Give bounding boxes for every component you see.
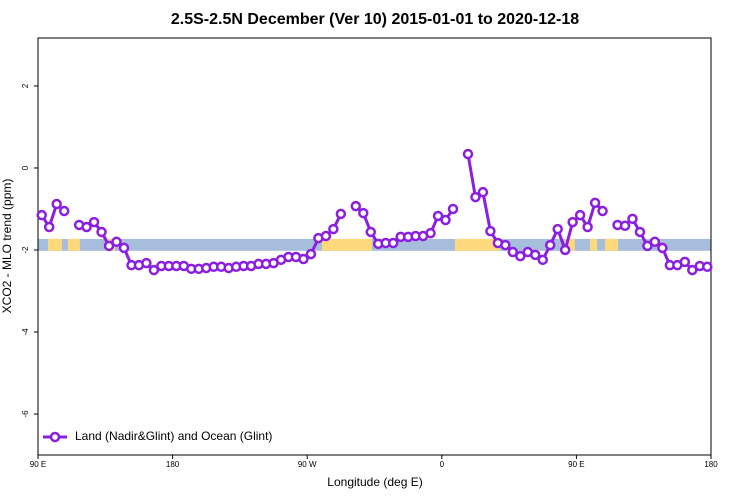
y-tick-label: -4 bbox=[21, 328, 30, 336]
data-point bbox=[582, 221, 593, 233]
land-segment bbox=[322, 238, 372, 251]
y-tick-label: 0 bbox=[21, 165, 30, 170]
data-point bbox=[36, 209, 47, 221]
data-point bbox=[500, 239, 511, 251]
chart-title: 2.5S-2.5N December (Ver 10) 2015-01-01 t… bbox=[171, 11, 579, 28]
data-point bbox=[81, 221, 92, 233]
legend-marker bbox=[49, 431, 61, 443]
land-segment bbox=[48, 238, 62, 251]
data-point bbox=[111, 236, 122, 248]
data-point bbox=[470, 191, 481, 203]
x-tick-label: 90 W bbox=[298, 460, 317, 469]
data-point bbox=[537, 254, 548, 266]
x-axis-label: Longitude (deg E) bbox=[327, 475, 422, 489]
data-point bbox=[88, 216, 100, 228]
land-segment bbox=[454, 238, 500, 251]
x-tick-label: 180 bbox=[704, 460, 718, 469]
land-segment bbox=[590, 238, 598, 251]
data-point bbox=[118, 242, 130, 254]
data-point bbox=[544, 239, 556, 251]
data-point bbox=[447, 203, 459, 215]
data-point bbox=[559, 244, 571, 256]
land-segment bbox=[67, 238, 80, 251]
y-axis-label: XCO2 - MLO trend (ppm) bbox=[0, 179, 14, 314]
data-point bbox=[148, 264, 160, 276]
data-point bbox=[335, 208, 347, 220]
data-point bbox=[43, 221, 55, 233]
x-tick-label: 180 bbox=[166, 460, 180, 469]
data-point bbox=[642, 240, 653, 252]
data-point bbox=[507, 246, 519, 258]
x-tick-label: 90 E bbox=[568, 460, 584, 469]
land-segment bbox=[565, 238, 575, 251]
data-point bbox=[320, 230, 332, 242]
x-tick-label: 0 bbox=[440, 460, 445, 469]
data-point bbox=[328, 223, 339, 235]
data-point bbox=[627, 213, 638, 225]
data-point bbox=[365, 226, 377, 238]
data-point bbox=[58, 205, 70, 217]
data-point bbox=[679, 256, 691, 268]
data-point bbox=[350, 200, 362, 212]
data-point bbox=[589, 197, 601, 209]
data-point bbox=[305, 248, 317, 260]
data-point bbox=[597, 205, 608, 217]
data-point bbox=[298, 253, 309, 265]
plot-frame bbox=[37, 37, 712, 456]
y-tick-label: -2 bbox=[21, 246, 30, 254]
data-point bbox=[387, 237, 399, 249]
data-point bbox=[358, 207, 369, 219]
data-point bbox=[649, 236, 661, 248]
data-point bbox=[485, 225, 496, 237]
y-tick-label: 2 bbox=[21, 83, 30, 88]
data-point bbox=[440, 214, 451, 226]
data-point bbox=[619, 220, 631, 232]
data-point bbox=[552, 223, 563, 235]
data-point bbox=[103, 240, 115, 252]
data-point bbox=[477, 186, 489, 198]
data-point bbox=[51, 198, 62, 210]
data-point bbox=[432, 210, 444, 222]
x-tick-label: 90 E bbox=[30, 460, 46, 469]
data-point bbox=[657, 242, 668, 254]
data-point bbox=[515, 250, 526, 262]
data-point bbox=[141, 257, 152, 269]
data-point bbox=[425, 227, 436, 239]
legend-label: Land (Nadir&Glint) and Ocean (Glint) bbox=[75, 429, 272, 443]
data-point bbox=[530, 249, 541, 261]
data-point bbox=[634, 226, 646, 238]
data-point bbox=[687, 264, 698, 276]
y-tick-label: -6 bbox=[21, 410, 30, 418]
data-point bbox=[702, 261, 713, 273]
data-point bbox=[462, 148, 474, 160]
data-point bbox=[567, 216, 578, 228]
data-point bbox=[96, 226, 107, 238]
land-segment bbox=[604, 238, 618, 251]
data-point bbox=[574, 209, 586, 221]
